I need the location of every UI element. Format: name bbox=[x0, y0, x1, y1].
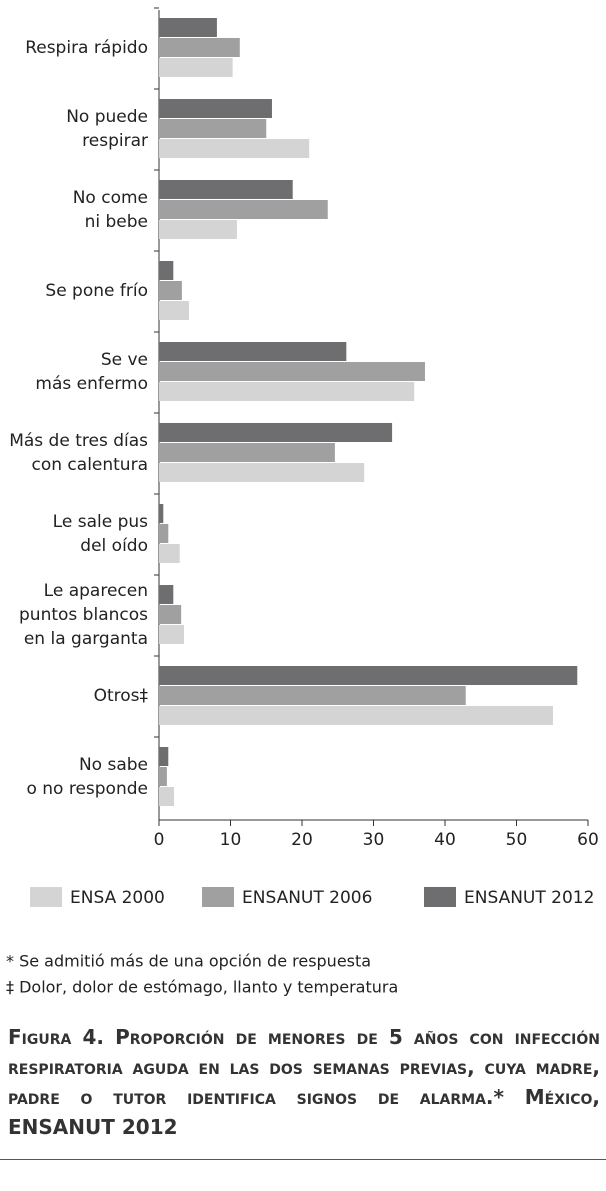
legend-swatch bbox=[424, 887, 456, 907]
y-tick-label: Otros‡ bbox=[94, 686, 149, 706]
bar bbox=[159, 342, 347, 361]
y-tick-label: o no responde bbox=[26, 779, 148, 799]
legend-label: ENSANUT 2012 bbox=[464, 888, 594, 908]
x-tick-label: 40 bbox=[434, 830, 456, 850]
bar bbox=[159, 99, 272, 118]
y-tick-label: puntos blancos bbox=[19, 605, 148, 625]
x-tick-label: 30 bbox=[363, 830, 385, 850]
x-tick-label: 50 bbox=[506, 830, 528, 850]
bar bbox=[159, 220, 237, 239]
bar bbox=[159, 301, 190, 320]
bar bbox=[159, 281, 182, 300]
x-tick-label: 20 bbox=[291, 830, 313, 850]
caption: Figura 4. Proporción de menores de 5 año… bbox=[8, 1022, 600, 1142]
y-tick-label: más enfermo bbox=[35, 374, 148, 394]
bar bbox=[159, 747, 169, 766]
caption-label: Figura 4. bbox=[8, 1025, 104, 1049]
bar bbox=[159, 119, 267, 138]
y-tick-label: No come bbox=[73, 188, 148, 208]
bar bbox=[159, 443, 335, 462]
bar bbox=[159, 180, 293, 199]
y-tick-label: No puede bbox=[66, 107, 148, 127]
y-tick-label: Le aparecen bbox=[44, 581, 148, 601]
legend-label: ENSANUT 2006 bbox=[242, 888, 372, 908]
bar bbox=[159, 18, 217, 37]
legend-swatch bbox=[202, 887, 234, 907]
footnote: ‡ Dolor, dolor de estómago, llanto y tem… bbox=[6, 978, 398, 997]
legend-swatch bbox=[30, 887, 62, 907]
bar bbox=[159, 686, 466, 705]
caption-text: Proporción de menores de 5 años con infe… bbox=[8, 1025, 600, 1139]
y-tick-label: en la garganta bbox=[24, 629, 148, 649]
y-tick-label: Se ve bbox=[101, 350, 148, 370]
y-tick-label: Más de tres días bbox=[9, 431, 148, 451]
bar bbox=[159, 362, 425, 381]
bar bbox=[159, 787, 175, 806]
y-tick-label: Le sale pus bbox=[53, 512, 148, 532]
x-tick-label: 0 bbox=[154, 830, 165, 850]
y-tick-label: respirar bbox=[82, 131, 148, 151]
bar bbox=[159, 139, 310, 158]
bar bbox=[159, 666, 578, 685]
y-tick-label: Respira rápido bbox=[25, 38, 148, 58]
bar bbox=[159, 504, 164, 523]
bar bbox=[159, 544, 180, 563]
bar bbox=[159, 605, 182, 624]
bar bbox=[159, 200, 328, 219]
y-tick-label: del oído bbox=[80, 536, 148, 556]
x-tick-label: 60 bbox=[577, 830, 599, 850]
bar bbox=[159, 524, 169, 543]
bar bbox=[159, 382, 415, 401]
y-tick-label: No sabe bbox=[79, 755, 148, 775]
bar bbox=[159, 585, 174, 604]
bar bbox=[159, 261, 174, 280]
bar bbox=[159, 625, 185, 644]
chart: 0 10 20 30 40 50 60 Respira rápido No puede respi… bbox=[6, 7, 599, 997]
bar bbox=[159, 58, 233, 77]
x-tick-label: 10 bbox=[220, 830, 242, 850]
bar bbox=[159, 423, 393, 442]
y-tick-label: Se pone frío bbox=[45, 281, 148, 301]
y-tick-label: ni bebe bbox=[85, 212, 148, 232]
legend-label: ENSA 2000 bbox=[70, 888, 165, 908]
bar bbox=[159, 463, 365, 482]
footnote: * Se admitió más de una opción de respue… bbox=[6, 952, 371, 971]
bar bbox=[159, 767, 167, 786]
bar bbox=[159, 38, 240, 57]
rule bbox=[0, 1159, 606, 1160]
y-tick-label: con calentura bbox=[32, 455, 149, 475]
bar bbox=[159, 706, 553, 725]
